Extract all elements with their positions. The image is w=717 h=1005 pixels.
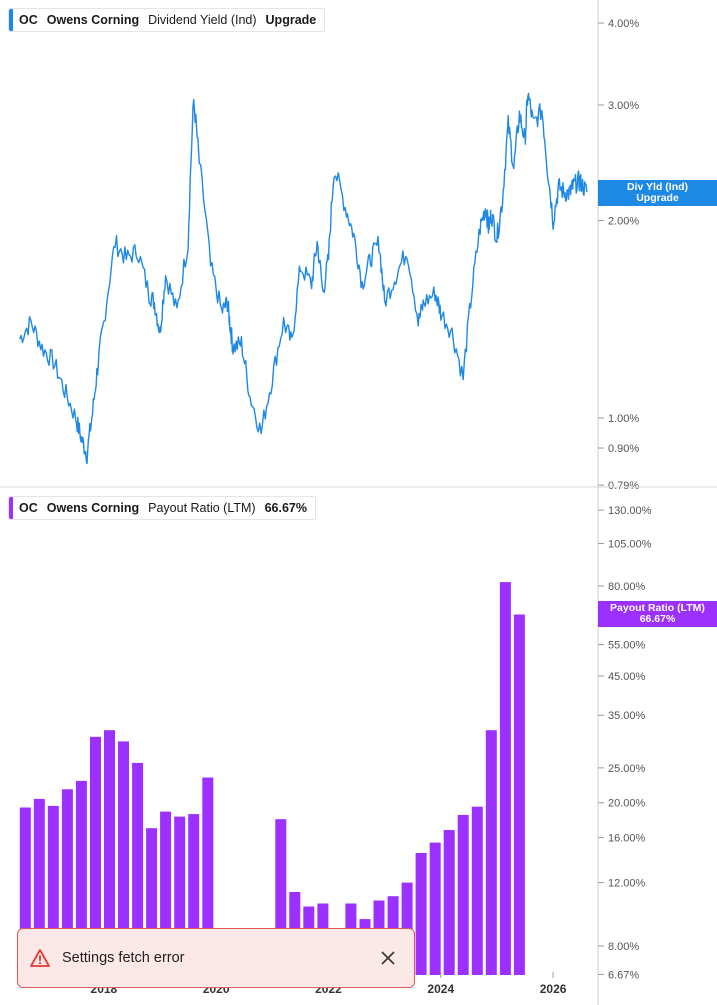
payout-ratio-bar — [202, 777, 214, 975]
bottom-y-tick-label: 25.00% — [608, 763, 646, 775]
payout-ratio-bar — [174, 816, 186, 975]
error-toast: Settings fetch error — [17, 928, 415, 988]
payout-ratio-bar — [415, 853, 427, 975]
payout-ratio-bar — [146, 828, 158, 975]
top-y-tick-label: 0.90% — [608, 443, 639, 455]
payout-ratio-bar — [90, 736, 101, 975]
top-y-tick-label: 3.00% — [608, 100, 639, 112]
payout-ratio-bar — [61, 789, 73, 975]
payout-ratio-bar — [429, 842, 441, 975]
bottom-y-tick-label: 12.00% — [608, 878, 646, 890]
bottom-y-tick-label: 20.00% — [608, 798, 646, 810]
payout-ratio-bar — [19, 807, 31, 975]
payout-ratio-series — [19, 582, 525, 975]
bottom-legend-swatch — [9, 497, 13, 519]
bottom-panel-axis: 130.00% 105.00% 80.00% 55.00% 45.00% 35.00% 25… — [598, 505, 652, 981]
payout-ratio-bar — [33, 798, 45, 975]
bottom-y-tick-label: 6.67% — [608, 969, 639, 981]
payout-ratio-bar — [485, 730, 497, 975]
payout-ratio-bar — [457, 814, 469, 975]
top-legend-upgrade-link[interactable]: Upgrade — [265, 13, 317, 27]
bottom-legend-value: 66.67% — [264, 501, 307, 515]
payout-ratio-bar — [47, 805, 59, 975]
bottom-badge-value: 66.67% — [639, 613, 676, 625]
bottom-legend-ticker: OC — [19, 501, 38, 515]
top-legend-metric: Dividend Yield (Ind) — [148, 13, 257, 27]
payout-ratio-bar — [275, 819, 287, 975]
x-tick-label: 2024 — [427, 982, 454, 996]
bottom-y-tick-label: 35.00% — [608, 710, 646, 722]
bottom-legend-metric: Payout Ratio (LTM) — [148, 501, 256, 515]
dividend-yield-series — [19, 92, 588, 465]
payout-ratio-bar — [471, 806, 483, 975]
bottom-y-tick-label: 16.00% — [608, 833, 646, 845]
dividend-yield-line — [19, 92, 588, 465]
close-icon[interactable] — [378, 948, 398, 968]
payout-ratio-bar — [160, 811, 172, 975]
bottom-y-tick-label: 130.00% — [608, 505, 652, 517]
bottom-y-tick-label: 80.00% — [608, 581, 646, 593]
top-y-tick-label: 1.00% — [608, 413, 639, 425]
bottom-legend-company: Owens Corning — [46, 501, 140, 515]
top-y-tick-label: 2.00% — [608, 216, 639, 228]
payout-ratio-bar — [132, 762, 144, 975]
top-legend: OC Owens Corning Dividend Yield (Ind) Up… — [8, 8, 326, 32]
toast-message: Settings fetch error — [62, 950, 185, 966]
top-axis-badge: Div Yld (Ind) Upgrade — [598, 180, 717, 206]
bottom-y-tick-label: 105.00% — [608, 538, 652, 550]
bottom-y-tick-label: 45.00% — [608, 671, 646, 683]
warning-triangle-icon — [30, 949, 50, 967]
payout-ratio-bar — [104, 730, 115, 975]
top-y-tick-label: 0.79% — [608, 480, 639, 492]
bottom-legend: OC Owens Corning Payout Ratio (LTM) 66.6… — [8, 496, 316, 520]
top-legend-swatch — [9, 9, 13, 31]
top-y-tick-label: 4.00% — [608, 18, 639, 30]
payout-ratio-bar — [118, 741, 129, 975]
top-badge-label: Div Yld (Ind) — [626, 181, 689, 193]
payout-ratio-bar — [513, 614, 525, 975]
top-legend-ticker: OC — [19, 13, 38, 27]
x-tick-label: 2026 — [540, 982, 567, 996]
bottom-y-tick-label: 8.00% — [608, 941, 639, 953]
bottom-axis-badge: Payout Ratio (LTM) 66.67% — [598, 601, 717, 627]
payout-ratio-bar — [75, 780, 87, 975]
top-panel-axis: 4.00% 3.00% 2.00% 1.00% 0.90% 0.79% — [597, 0, 639, 1005]
top-badge-value: Upgrade — [636, 192, 679, 204]
payout-ratio-bar — [443, 830, 455, 975]
bottom-y-tick-label: 55.00% — [608, 640, 646, 652]
top-legend-company: Owens Corning — [46, 13, 140, 27]
payout-ratio-bar — [188, 814, 200, 975]
payout-ratio-bar — [499, 582, 511, 975]
bottom-badge-label: Payout Ratio (LTM) — [610, 602, 705, 614]
